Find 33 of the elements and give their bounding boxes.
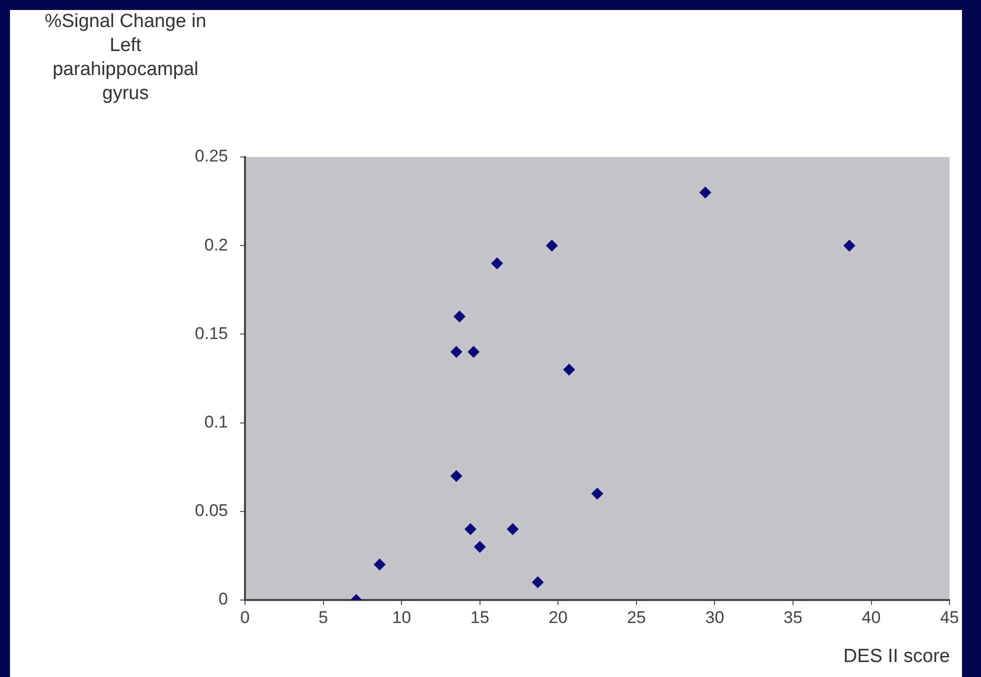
- x-tick-label: 0: [240, 608, 250, 627]
- x-tick-label: 30: [705, 608, 724, 627]
- x-tick-label: 20: [548, 608, 568, 627]
- point: [474, 540, 486, 553]
- y-tick-label: 0.25: [194, 146, 228, 166]
- x-tick-label: 10: [392, 608, 412, 627]
- y-tick-label: 0.15: [194, 324, 228, 343]
- x-tick-label: 15: [470, 608, 490, 627]
- point: [591, 488, 604, 500]
- x-tick-label: 40: [862, 608, 881, 627]
- point: [464, 523, 476, 536]
- x-tick-label: 35: [784, 608, 802, 627]
- point: [532, 576, 544, 588]
- point: [468, 346, 480, 358]
- point: [491, 257, 504, 270]
- y-tick-label: 0.1: [204, 412, 228, 432]
- y-tick-label: 0.2: [204, 235, 228, 254]
- point: [506, 523, 519, 536]
- y-tick-label: 0.05: [194, 501, 228, 520]
- y-tick-label: 0: [218, 590, 228, 609]
- point: [450, 346, 462, 358]
- point: [453, 310, 466, 322]
- point: [546, 240, 558, 252]
- point: [563, 364, 576, 376]
- x-tick-label: 5: [318, 608, 328, 627]
- x-axis-title: DES II score: [843, 646, 950, 668]
- point: [843, 240, 856, 252]
- point: [450, 470, 462, 482]
- y-axis-title: %Signal Change in Left parahippocampal gyrus: [44, 10, 208, 106]
- x-tick-label: 25: [626, 608, 646, 627]
- x-tick-label: 45: [940, 608, 960, 627]
- point: [699, 186, 712, 198]
- point: [374, 558, 386, 571]
